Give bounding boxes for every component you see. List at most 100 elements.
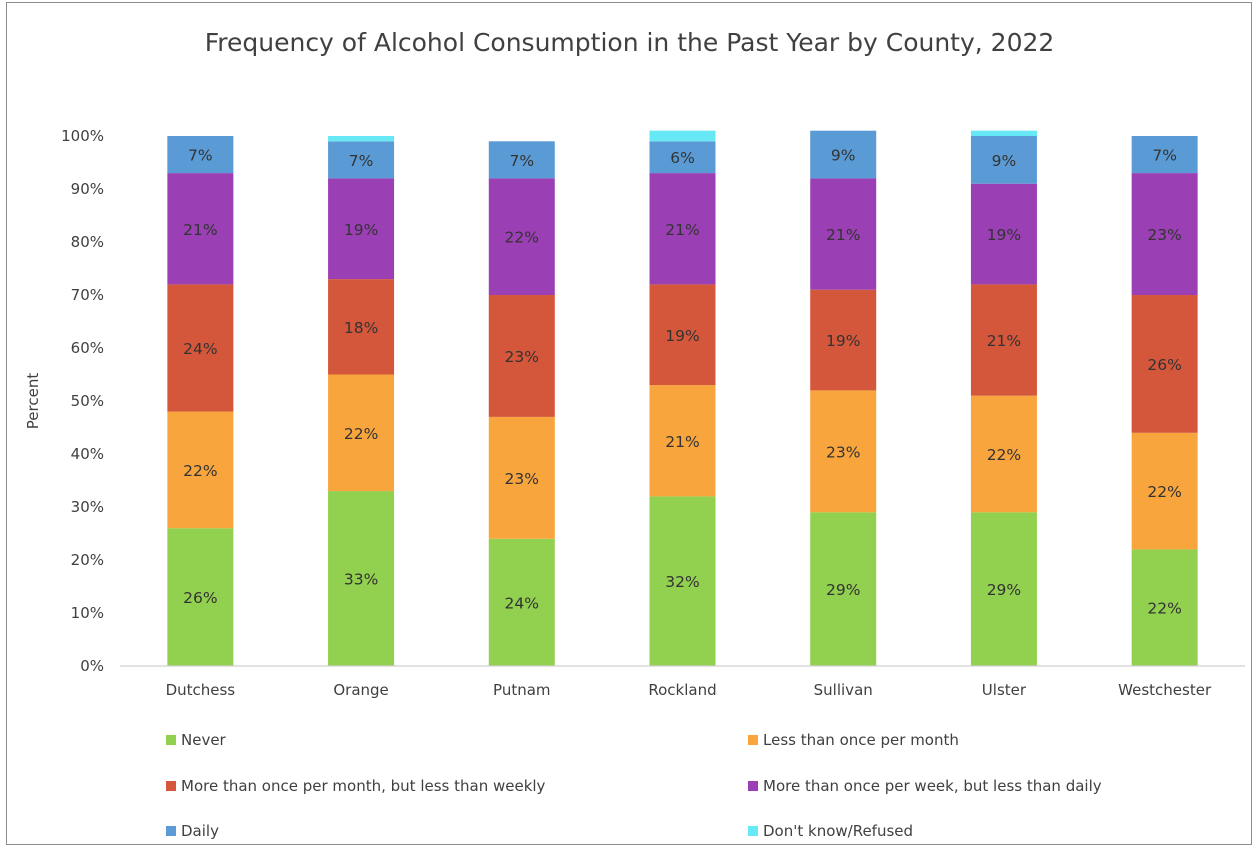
- bar-segment: [649, 141, 716, 174]
- data-labels: 26% 22% 24% 21% 7% 33% 22% 18% 19% 7% 24% 23% 23% 22%…: [183, 147, 1182, 618]
- data-label: 21%: [826, 226, 860, 244]
- data-label: 21%: [183, 221, 217, 239]
- data-label: 23%: [1147, 226, 1181, 244]
- x-tick-label: Putnam: [493, 681, 550, 699]
- legend-label: Don't know/Refused: [763, 822, 914, 840]
- legend-label: More than once per week, but less than d…: [763, 777, 1102, 795]
- x-tick-label: Ulster: [982, 681, 1027, 699]
- legend-item: Don't know/Refused: [748, 822, 913, 840]
- x-tick-label: Orange: [333, 681, 388, 699]
- y-axis: 0% 10% 20% 30% 40% 50% 60% 70% 80% 90% 100%: [61, 127, 104, 675]
- data-label: 23%: [505, 348, 539, 366]
- bar-segment: [488, 295, 555, 417]
- data-label: 23%: [505, 470, 539, 488]
- data-label: 26%: [1147, 356, 1181, 374]
- bar-segment: [810, 130, 877, 179]
- bar-segment: [970, 395, 1037, 513]
- data-label: 7%: [509, 152, 534, 170]
- bar-segment: [970, 130, 1037, 136]
- bar-segment: [328, 141, 395, 179]
- legend-label: More than once per month, but less than …: [181, 777, 546, 795]
- legend-item: Less than once per month: [748, 731, 959, 749]
- data-label: 19%: [987, 226, 1021, 244]
- bar-segment: [810, 390, 877, 513]
- bar-segment: [810, 289, 877, 391]
- legend-swatch: [748, 735, 758, 745]
- bar-segment: [1131, 295, 1198, 433]
- y-axis-label: Percent: [24, 373, 42, 430]
- legend-item: Daily: [166, 822, 219, 840]
- bar-segment: [328, 136, 395, 142]
- data-label: 22%: [1147, 600, 1181, 618]
- data-label: 26%: [183, 589, 217, 607]
- legend-item: Never: [166, 731, 226, 749]
- legend-swatch: [748, 781, 758, 791]
- data-label: 29%: [987, 581, 1021, 599]
- y-tick-label: 40%: [71, 445, 104, 463]
- data-label: 24%: [505, 594, 539, 612]
- bar-segment: [328, 178, 395, 280]
- bar-segment: [488, 416, 555, 539]
- bar-segment: [328, 374, 395, 492]
- bar-segment: [167, 411, 234, 529]
- bar-segment: [649, 385, 716, 497]
- data-label: 6%: [670, 149, 695, 167]
- y-tick-label: 80%: [71, 233, 104, 251]
- bar-segment: [649, 284, 716, 386]
- bar-segment: [1131, 432, 1198, 550]
- data-label: 33%: [344, 571, 378, 589]
- data-label: 19%: [826, 332, 860, 350]
- bar-segment: [488, 538, 555, 666]
- x-tick-label: Dutchess: [166, 681, 236, 699]
- y-tick-label: 0%: [80, 657, 104, 675]
- data-label: 18%: [344, 319, 378, 337]
- y-tick-label: 20%: [71, 551, 104, 569]
- data-label: 21%: [665, 433, 699, 451]
- data-label: 22%: [987, 446, 1021, 464]
- data-label: 19%: [344, 221, 378, 239]
- bar-segment: [970, 512, 1037, 666]
- bar-segment: [810, 512, 877, 666]
- bar-segment: [649, 496, 716, 666]
- bar-segment: [970, 284, 1037, 396]
- bar-segment: [167, 528, 234, 666]
- bar-segment: [328, 279, 395, 375]
- y-tick-label: 70%: [71, 286, 104, 304]
- legend-label: Less than once per month: [763, 731, 959, 749]
- x-tick-label: Westchester: [1118, 681, 1212, 699]
- data-label: 9%: [992, 152, 1017, 170]
- bar-segment: [167, 136, 234, 174]
- legend-swatch: [166, 735, 176, 745]
- x-axis: Dutchess Orange Putnam Rockland Sullivan Ulst…: [120, 665, 1245, 699]
- bar-segment: [488, 178, 555, 295]
- data-label: 22%: [1147, 483, 1181, 501]
- bar-segment: [649, 130, 716, 142]
- legend-swatch: [748, 826, 758, 836]
- bar-segment: [1131, 549, 1198, 666]
- x-tick-label: Sullivan: [814, 681, 873, 699]
- y-tick-label: 90%: [71, 180, 104, 198]
- data-label: 22%: [344, 425, 378, 443]
- bar-segment: [1131, 136, 1198, 174]
- y-tick-label: 100%: [61, 127, 104, 145]
- legend-swatch: [166, 781, 176, 791]
- legend-label: Never: [181, 731, 226, 749]
- data-label: 9%: [831, 147, 856, 165]
- data-label: 7%: [188, 147, 213, 165]
- data-label: 22%: [183, 462, 217, 480]
- data-label: 23%: [826, 443, 860, 461]
- y-tick-label: 60%: [71, 339, 104, 357]
- data-label: 29%: [826, 581, 860, 599]
- bar-segment: [970, 183, 1037, 285]
- bar-segment: [810, 178, 877, 290]
- chart-title: Frequency of Alcohol Consumption in the …: [204, 28, 1055, 57]
- data-label: 32%: [665, 573, 699, 591]
- data-label: 21%: [665, 221, 699, 239]
- y-tick-label: 30%: [71, 498, 104, 516]
- bar-segment: [167, 284, 234, 412]
- bars: [167, 130, 1198, 666]
- bar-segment: [1131, 173, 1198, 295]
- data-label: 19%: [665, 327, 699, 345]
- y-tick-label: 10%: [71, 604, 104, 622]
